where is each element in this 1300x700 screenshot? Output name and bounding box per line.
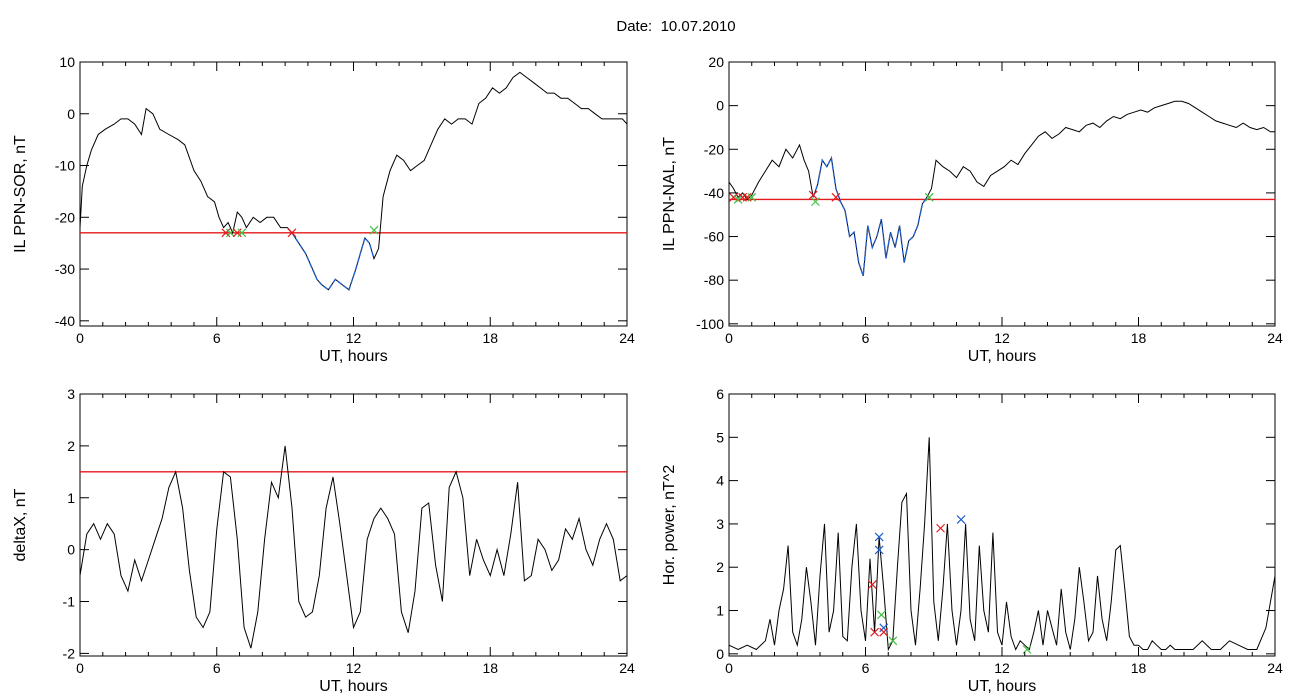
event-marker (287, 228, 297, 238)
x-tick-label: 18 (482, 330, 498, 346)
series-line (728, 100, 1275, 276)
x-tick-label: 12 (346, 660, 362, 676)
y-tick-label: 0 (716, 646, 724, 662)
y-tick-label: 2 (716, 559, 724, 575)
x-tick-label: 24 (1267, 330, 1283, 346)
event-marker (733, 195, 743, 204)
y-tick-label: 0 (67, 542, 75, 558)
y-axis-title: IL PPN-SOR, nT (12, 135, 29, 253)
y-tick-label: -2 (63, 645, 76, 661)
y-axis-title: Hor. power, nT^2 (661, 465, 678, 586)
x-axis-title: UT, hours (319, 348, 387, 365)
y-tick-label: 20 (708, 54, 724, 70)
y-axis-title: deltaX, nT (12, 488, 29, 561)
event-marker (369, 225, 379, 235)
series-line (728, 437, 1276, 652)
y-tick-label: -100 (696, 316, 724, 332)
y-tick-label: 5 (716, 429, 724, 445)
y-tick-label: -40 (55, 313, 75, 329)
y-tick-label: -1 (63, 594, 76, 610)
highlight-segment (291, 232, 375, 291)
date-header: Date: 10.07.2010 (0, 18, 1300, 35)
y-axis-title: IL PPN-NAL, nT (661, 137, 678, 251)
y-tick-label: -20 (704, 141, 724, 157)
plot-frame (79, 393, 628, 657)
y-tick-label: -40 (704, 185, 724, 201)
y-tick-label: 2 (67, 438, 75, 454)
x-tick-label: 12 (346, 330, 362, 346)
event-marker (747, 192, 757, 202)
x-tick-label: 0 (725, 330, 733, 346)
plot-frame (79, 61, 628, 327)
event-marker (870, 627, 880, 637)
panel-ppn-nal: 0 6 12 18 24 20 0 -20 -40 -60 -80 -100 UT, hours IL P… (661, 54, 1283, 365)
event-marker (811, 197, 820, 207)
event-marker (874, 532, 884, 542)
panel-deltax: 0 6 12 18 24 3 2 1 0 -1 -2 UT, hours deltaX, nT (12, 386, 635, 695)
date-label: Date: (616, 18, 653, 35)
y-tick-label: 1 (716, 603, 724, 619)
series-line (79, 445, 628, 649)
x-tick-label: 24 (1267, 660, 1283, 676)
event-marker (237, 228, 247, 238)
x-tick-label: 24 (619, 660, 635, 676)
highlight-segment (812, 155, 928, 277)
y-tick-label: 1 (67, 490, 75, 506)
x-tick-label: 12 (994, 660, 1010, 676)
y-tick-label: 0 (67, 106, 75, 122)
event-marker (879, 627, 889, 637)
x-tick-label: 6 (213, 660, 221, 676)
x-tick-label: 6 (862, 660, 870, 676)
panel-hor-power: 0 6 12 18 24 6 5 4 3 2 1 0 UT, hours Hor. power, nT^2 (661, 386, 1283, 695)
event-marker (879, 623, 889, 633)
x-tick-label: 0 (76, 330, 84, 346)
y-tick-label: -10 (55, 158, 75, 174)
y-tick-label: 4 (716, 473, 724, 489)
event-marker (924, 192, 934, 202)
x-axis-title: UT, hours (968, 678, 1036, 695)
x-tick-label: 0 (76, 660, 84, 676)
series-line (79, 71, 628, 291)
y-tick-label: -80 (704, 272, 724, 288)
y-tick-label: 3 (716, 516, 724, 532)
y-tick-label: 0 (716, 98, 724, 114)
x-tick-label: 18 (1131, 660, 1147, 676)
x-tick-label: 18 (482, 660, 498, 676)
event-marker (936, 523, 945, 533)
y-tick-label: 3 (67, 386, 75, 402)
plot-frame (728, 61, 1276, 327)
x-axis-title: UT, hours (319, 678, 387, 695)
event-marker (877, 610, 886, 620)
event-marker (888, 636, 898, 646)
x-axis-title: UT, hours (968, 348, 1036, 365)
event-marker (226, 228, 235, 238)
date-value: 10.07.2010 (660, 18, 736, 35)
x-tick-label: 18 (1131, 330, 1147, 346)
event-marker (867, 580, 877, 589)
x-tick-label: 24 (619, 330, 635, 346)
x-tick-label: 6 (213, 330, 221, 346)
event-marker (956, 515, 966, 525)
plot-frame (728, 393, 1276, 657)
x-tick-label: 12 (994, 330, 1010, 346)
panel-ppn-sor: 0 6 12 18 24 10 0 -10 -20 -30 -40 UT, hours IL PPN-S… (12, 54, 635, 365)
x-tick-label: 0 (725, 660, 733, 676)
event-marker (874, 545, 884, 555)
y-tick-label: 6 (716, 386, 724, 402)
y-tick-label: -30 (55, 261, 75, 277)
event-marker (808, 190, 818, 200)
y-tick-label: 10 (59, 54, 75, 70)
y-tick-label: -60 (704, 229, 724, 245)
y-tick-label: -20 (55, 209, 75, 225)
x-tick-label: 6 (862, 330, 870, 346)
event-marker (729, 192, 738, 202)
event-marker (831, 192, 841, 202)
